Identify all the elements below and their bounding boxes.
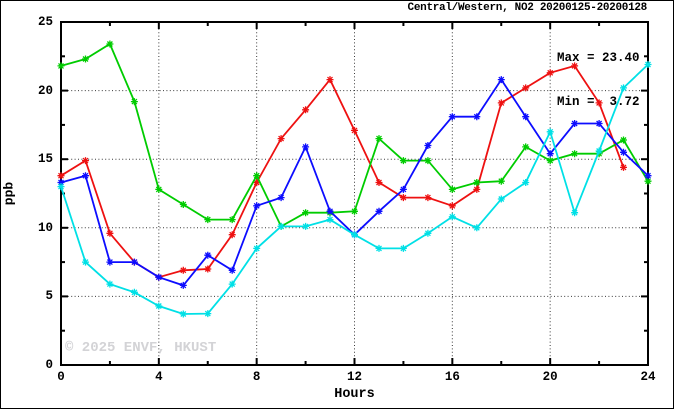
x-tick-label: 8	[252, 370, 261, 384]
x-tick-label: 12	[346, 370, 362, 384]
y-axis-label: ppb	[1, 181, 17, 206]
y-tick-label: 5	[45, 289, 53, 304]
x-tick-label: 24	[640, 370, 656, 384]
y-tick-label: 15	[37, 152, 53, 167]
series-red-line	[60, 64, 625, 279]
watermark: © 2025 ENVF, HKUST	[65, 340, 217, 356]
series-blue-markers	[57, 76, 652, 289]
y-tick-label: 0	[45, 358, 53, 372]
x-tick-label: 4	[155, 370, 163, 384]
x-tick-label: 0	[57, 370, 65, 384]
series-red	[57, 62, 627, 281]
x-tick-label: 20	[542, 370, 558, 384]
series-cyan-markers	[57, 61, 652, 318]
series-red-markers	[57, 62, 627, 281]
x-tick-label: 16	[444, 370, 460, 384]
y-tick-label: 20	[37, 83, 53, 98]
y-tick-label: 25	[37, 15, 53, 29]
stat-annotation: Max = 23.40 Min = 3.72	[557, 22, 640, 138]
max-label: Max = 23.40	[557, 51, 640, 65]
series-cyan	[57, 61, 652, 318]
axis-ticks	[60, 21, 649, 366]
chart-title: Central/Western, NO2 20200125-20200128	[407, 2, 648, 14]
y-tick-label: 10	[37, 220, 53, 235]
x-axis-label: Hours	[334, 387, 375, 402]
min-label: Min = 3.72	[557, 94, 640, 109]
